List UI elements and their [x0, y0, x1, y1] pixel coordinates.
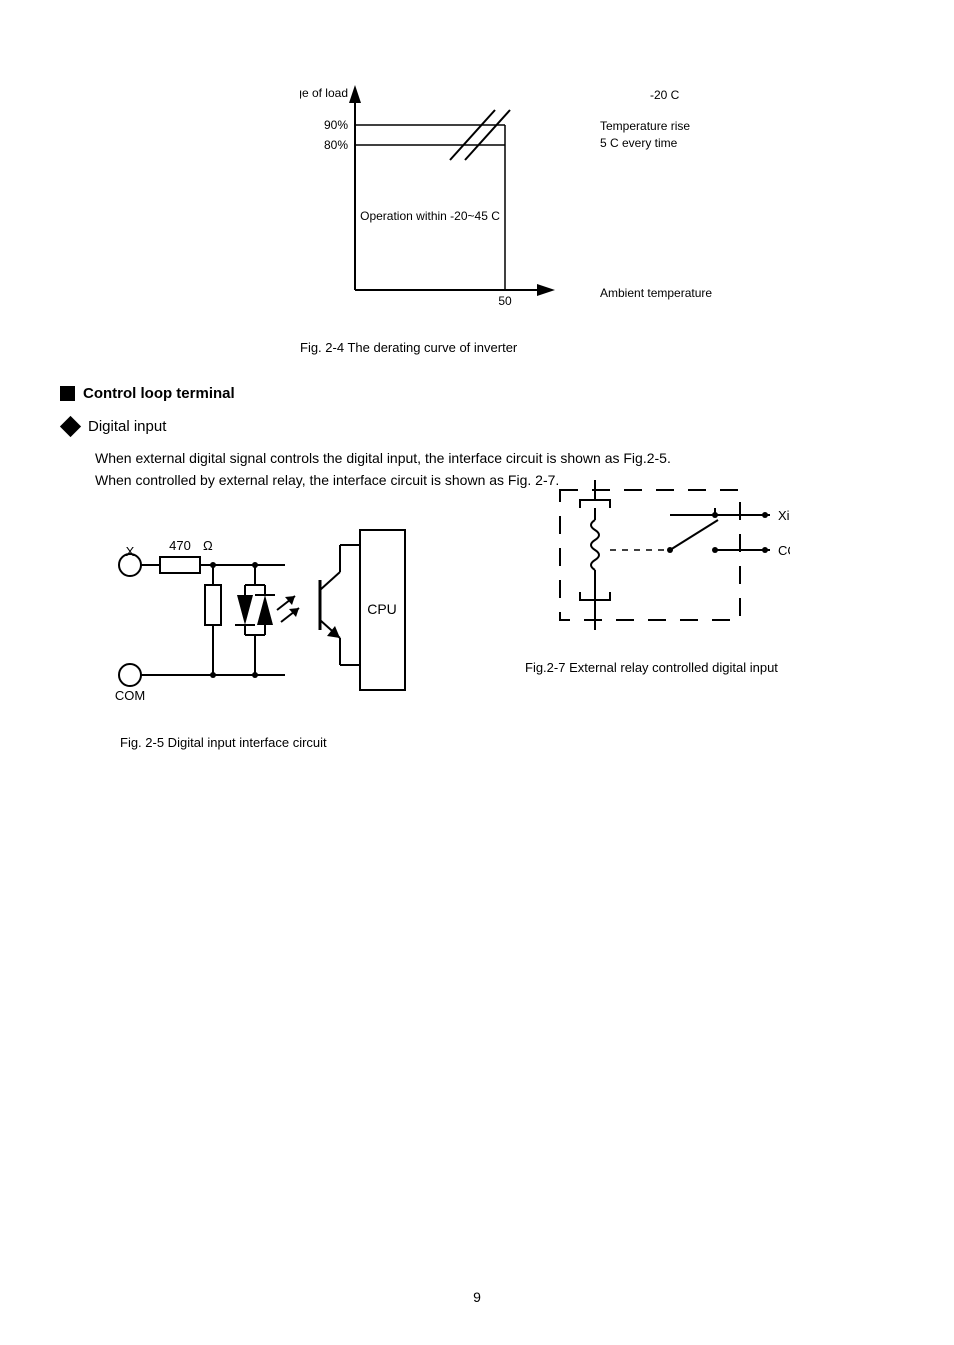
y-tick-90: 90%: [324, 118, 348, 132]
resistor-470-label: 470: [169, 538, 191, 553]
subsection-heading: Digital input: [88, 418, 166, 435]
diamond-bullet-icon: [60, 416, 81, 437]
x-tick: 50: [498, 294, 512, 308]
x-axis-label: Ambient temperature: [600, 286, 712, 300]
relay-circuit-svg: Xi COM: [540, 470, 790, 660]
resistor-ohm-label: Ω: [203, 538, 213, 553]
y-axis-label: Percentage of load: [300, 86, 348, 100]
digital-input-circuit-svg: X 470 Ω COM: [95, 510, 425, 740]
subsection-heading-row: Digital input: [63, 418, 166, 435]
relay-xi-label: Xi: [778, 508, 790, 523]
section-heading-row: Control loop terminal: [60, 385, 235, 402]
square-bullet-icon: [60, 386, 75, 401]
x-caption-2: 5 C every time: [600, 136, 678, 150]
body-paragraph-1: When external digital signal controls th…: [95, 450, 875, 466]
relay-com-label: COM: [778, 543, 790, 558]
terminal-com-label: COM: [115, 688, 145, 703]
derating-chart-svg: Percentage of load 90% 80% -20 C Operati…: [300, 75, 730, 335]
chart-caption: Fig. 2-4 The derating curve of inverter: [300, 340, 517, 355]
area-label: Operation within -20~45 C: [360, 209, 500, 223]
page-number: 9: [0, 1289, 954, 1305]
relay-circuit: Xi COM: [540, 470, 790, 665]
right-diagram-caption: Fig.2-7 External relay controlled digita…: [525, 660, 778, 675]
terminal-x-label: X: [126, 544, 135, 559]
x-caption-1: Temperature rise: [600, 119, 690, 133]
left-diagram-caption: Fig. 2-5 Digital input interface circuit: [120, 735, 327, 750]
derating-chart: Percentage of load 90% 80% -20 C Operati…: [300, 75, 730, 340]
digital-input-circuit: X 470 Ω COM: [95, 510, 425, 745]
cpu-block-label: CPU: [367, 601, 397, 617]
note-top: -20 C: [650, 88, 680, 102]
section-heading: Control loop terminal: [83, 385, 235, 402]
y-tick-80: 80%: [324, 138, 348, 152]
